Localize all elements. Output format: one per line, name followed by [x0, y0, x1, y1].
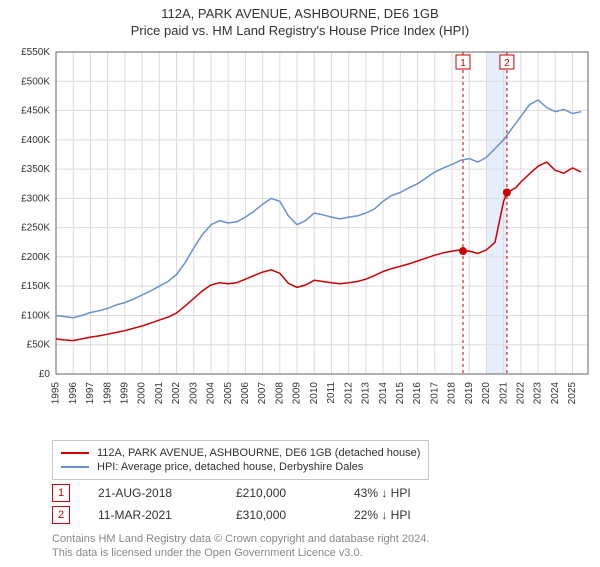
- sale-badge: 2: [52, 506, 70, 524]
- svg-text:£150K: £150K: [21, 281, 50, 292]
- svg-text:2012: 2012: [343, 382, 354, 405]
- sale-delta: 22% ↓ HPI: [354, 508, 411, 522]
- svg-text:1996: 1996: [68, 382, 79, 405]
- svg-text:£500K: £500K: [21, 76, 50, 87]
- title-line-1: 112A, PARK AVENUE, ASHBOURNE, DE6 1GB: [8, 6, 592, 21]
- title-line-2: Price paid vs. HM Land Registry's House …: [8, 23, 592, 38]
- svg-text:2000: 2000: [137, 382, 148, 405]
- line-chart: £0 £50K £100K £150K £200K £250K £300K £350K £400…: [8, 44, 592, 434]
- svg-text:2002: 2002: [171, 382, 182, 405]
- legend-label: HPI: Average price, detached house, Derb…: [97, 461, 363, 473]
- svg-text:1999: 1999: [120, 382, 131, 405]
- svg-text:1995: 1995: [51, 382, 62, 405]
- chart-svg: £0 £50K £100K £150K £200K £250K £300K £350K £400…: [8, 44, 592, 434]
- svg-text:2001: 2001: [154, 382, 165, 405]
- svg-text:£450K: £450K: [21, 106, 50, 117]
- svg-text:2: 2: [504, 58, 510, 69]
- svg-text:2013: 2013: [361, 382, 372, 405]
- svg-text:£200K: £200K: [21, 252, 50, 263]
- sale-delta: 43% ↓ HPI: [354, 486, 411, 500]
- svg-text:2021: 2021: [498, 382, 509, 405]
- sale-badge: 1: [52, 484, 70, 502]
- sale-price: £310,000: [236, 508, 326, 522]
- svg-text:£400K: £400K: [21, 135, 50, 146]
- sale-price: £210,000: [236, 486, 326, 500]
- legend-swatch: [61, 452, 89, 454]
- svg-text:2014: 2014: [378, 382, 389, 405]
- sale-row: 2 11-MAR-2021 £310,000 22% ↓ HPI: [52, 506, 592, 524]
- svg-text:2024: 2024: [550, 382, 561, 405]
- svg-text:£300K: £300K: [21, 193, 50, 204]
- svg-text:2008: 2008: [274, 382, 285, 405]
- legend: 112A, PARK AVENUE, ASHBOURNE, DE6 1GB (d…: [52, 440, 429, 480]
- legend-label: 112A, PARK AVENUE, ASHBOURNE, DE6 1GB (d…: [97, 447, 420, 459]
- legend-row: 112A, PARK AVENUE, ASHBOURNE, DE6 1GB (d…: [61, 447, 420, 459]
- svg-text:2016: 2016: [412, 382, 423, 405]
- chart-container: 112A, PARK AVENUE, ASHBOURNE, DE6 1GB Pr…: [0, 0, 600, 567]
- svg-text:1997: 1997: [85, 382, 96, 405]
- svg-text:2006: 2006: [240, 382, 251, 405]
- svg-text:£50K: £50K: [27, 340, 51, 351]
- svg-text:2003: 2003: [188, 382, 199, 405]
- svg-text:1998: 1998: [102, 382, 113, 405]
- svg-text:2019: 2019: [464, 382, 475, 405]
- svg-text:2010: 2010: [309, 382, 320, 405]
- footnote: Contains HM Land Registry data © Crown c…: [52, 532, 592, 561]
- svg-text:2022: 2022: [515, 382, 526, 405]
- svg-text:2015: 2015: [395, 382, 406, 405]
- svg-text:2025: 2025: [567, 382, 578, 405]
- svg-text:2018: 2018: [447, 382, 458, 405]
- svg-text:1: 1: [460, 58, 466, 69]
- sales-table: 1 21-AUG-2018 £210,000 43% ↓ HPI 2 11-MAR-202…: [8, 484, 592, 524]
- svg-text:£100K: £100K: [21, 310, 50, 321]
- sale-row: 1 21-AUG-2018 £210,000 43% ↓ HPI: [52, 484, 592, 502]
- svg-text:2007: 2007: [257, 382, 268, 405]
- svg-text:2004: 2004: [206, 382, 217, 405]
- svg-text:2009: 2009: [292, 382, 303, 405]
- svg-text:2011: 2011: [326, 382, 337, 404]
- sale-date: 21-AUG-2018: [98, 486, 208, 500]
- sale-date: 11-MAR-2021: [98, 508, 208, 522]
- legend-swatch: [61, 466, 89, 468]
- footnote-line-1: Contains HM Land Registry data © Crown c…: [52, 532, 592, 546]
- svg-text:2023: 2023: [533, 382, 544, 405]
- svg-text:2020: 2020: [481, 382, 492, 405]
- svg-text:£0: £0: [39, 369, 51, 380]
- footnote-line-2: This data is licensed under the Open Gov…: [52, 546, 592, 560]
- svg-text:£250K: £250K: [21, 223, 50, 234]
- svg-text:2005: 2005: [223, 382, 234, 405]
- svg-text:2017: 2017: [429, 382, 440, 405]
- svg-text:£350K: £350K: [21, 164, 50, 175]
- svg-text:£550K: £550K: [21, 47, 50, 58]
- legend-row: HPI: Average price, detached house, Derb…: [61, 461, 420, 473]
